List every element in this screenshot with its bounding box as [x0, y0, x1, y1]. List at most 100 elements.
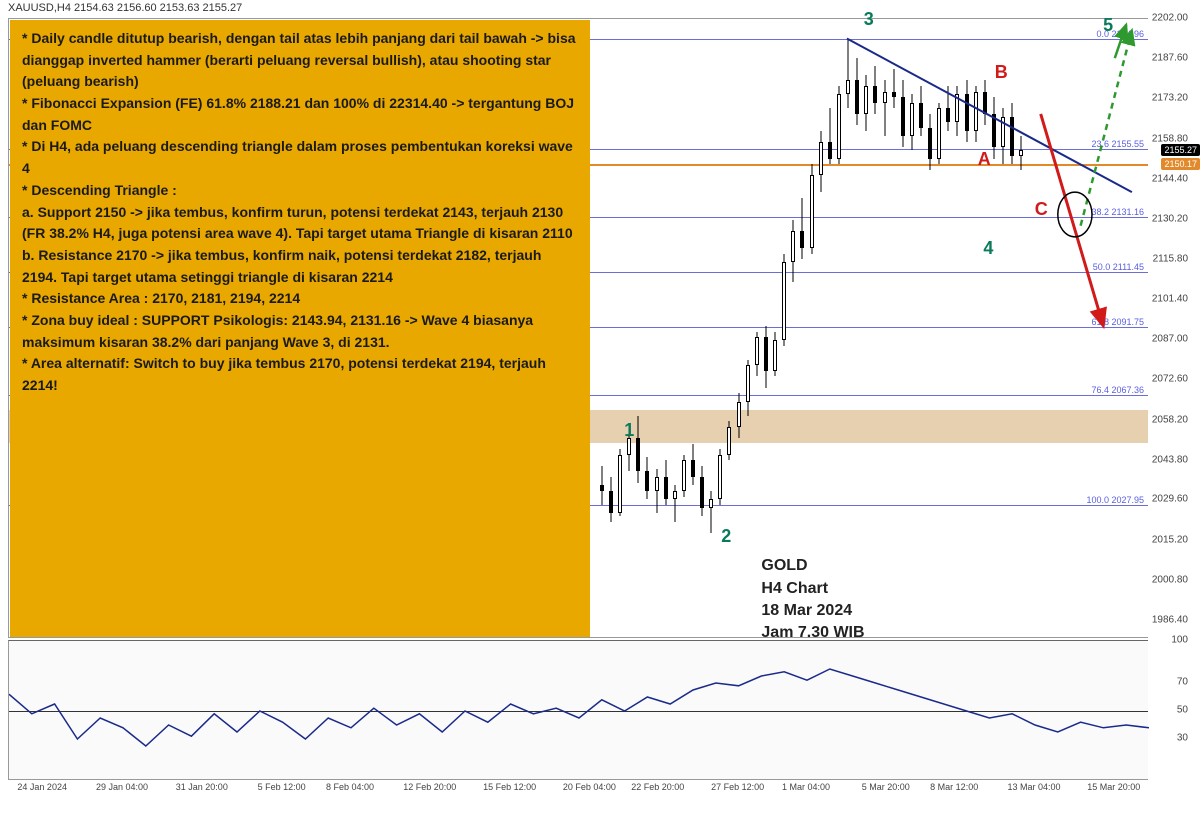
- candle: [664, 19, 668, 639]
- analysis-line: * Daily candle ditutup bearish, dengan t…: [22, 28, 578, 93]
- ind-y-tick: 70: [1177, 677, 1188, 688]
- candle: [782, 19, 786, 639]
- x-tick: 8 Feb 04:00: [326, 782, 374, 792]
- x-tick: 22 Feb 20:00: [631, 782, 684, 792]
- price-y-axis: 2202.002187.602173.202158.802144.402130.…: [1138, 18, 1190, 638]
- y-tick: 2202.00: [1152, 13, 1188, 24]
- wave-label-B: B: [995, 62, 1008, 83]
- candle: [645, 19, 649, 639]
- candle: [992, 19, 996, 639]
- candle: [737, 19, 741, 639]
- candle: [883, 19, 887, 639]
- info-line1: GOLD: [761, 555, 864, 577]
- candle: [773, 19, 777, 639]
- candle: [901, 19, 905, 639]
- y-tick: 2029.60: [1152, 494, 1188, 505]
- x-tick: 29 Jan 04:00: [96, 782, 148, 792]
- symbol-label: XAUUSD,H4: [8, 2, 71, 14]
- candle: [1019, 19, 1023, 639]
- y-tick: 2144.40: [1152, 173, 1188, 184]
- analysis-line: * Resistance Area : 2170, 2181, 2194, 22…: [22, 288, 578, 310]
- x-tick: 15 Mar 20:00: [1087, 782, 1140, 792]
- chart-header: XAUUSD,H4 2154.63 2156.60 2153.63 2155.2…: [8, 2, 242, 14]
- candle: [627, 19, 631, 639]
- candle: [755, 19, 759, 639]
- candle: [636, 19, 640, 639]
- x-tick: 1 Mar 04:00: [782, 782, 830, 792]
- fib-label-38.2: 38.2 2131.16: [1091, 207, 1144, 217]
- fib-label-76.4: 76.4 2067.36: [1091, 385, 1144, 395]
- ind-y-tick: 100: [1171, 635, 1188, 646]
- info-line2: H4 Chart: [761, 578, 864, 600]
- ind-y-tick: 30: [1177, 733, 1188, 744]
- wave-label-3: 3: [864, 9, 874, 30]
- candle: [873, 19, 877, 639]
- y-tick: 2000.80: [1152, 574, 1188, 585]
- candle: [846, 19, 850, 639]
- x-tick: 20 Feb 04:00: [563, 782, 616, 792]
- x-tick: 13 Mar 04:00: [1007, 782, 1060, 792]
- y-tick: 2173.20: [1152, 93, 1188, 104]
- analysis-line: * Fibonacci Expansion (FE) 61.8% 2188.21…: [22, 93, 578, 136]
- candle: [937, 19, 941, 639]
- ohlc-label: 2154.63 2156.60 2153.63 2155.27: [74, 2, 242, 14]
- candle: [855, 19, 859, 639]
- y-tick: 2101.40: [1152, 293, 1188, 304]
- candle: [609, 19, 613, 639]
- x-tick: 5 Feb 12:00: [258, 782, 306, 792]
- y-tick: 2115.80: [1153, 253, 1188, 264]
- x-tick: 15 Feb 12:00: [483, 782, 536, 792]
- y-tick: 2058.20: [1152, 414, 1188, 425]
- indicator-y-axis: 305070100: [1138, 640, 1190, 780]
- candle: [819, 19, 823, 639]
- candle: [864, 19, 868, 639]
- wave-label-2: 2: [721, 526, 731, 547]
- candle: [709, 19, 713, 639]
- x-tick: 27 Feb 12:00: [711, 782, 764, 792]
- candle: [600, 19, 604, 639]
- info-line3: 18 Mar 2024: [761, 600, 864, 622]
- candle: [974, 19, 978, 639]
- candle: [955, 19, 959, 639]
- candle: [892, 19, 896, 639]
- wave-label-4: 4: [983, 238, 993, 259]
- wave-label-A: A: [978, 149, 991, 170]
- candle: [1010, 19, 1014, 639]
- y-tick: 2072.60: [1152, 374, 1188, 385]
- wave-label-C: C: [1035, 199, 1048, 220]
- analysis-line: * Area alternatif: Switch to buy jika te…: [22, 353, 578, 396]
- analysis-line: * Zona buy ideal : SUPPORT Psikologis: 2…: [22, 310, 578, 353]
- candle: [618, 19, 622, 639]
- candle: [791, 19, 795, 639]
- candle: [764, 19, 768, 639]
- fib-label-61.8: 61.8 2091.75: [1091, 317, 1144, 327]
- y-tick: 2043.80: [1152, 454, 1188, 465]
- wave-label-1: 1: [624, 420, 634, 441]
- candle: [919, 19, 923, 639]
- fib-label-23.6: 23.6 2155.55: [1091, 139, 1144, 149]
- x-tick: 31 Jan 20:00: [176, 782, 228, 792]
- chart-info-box: GOLDH4 Chart18 Mar 2024Jam 7.30 WIB: [761, 555, 864, 645]
- candle: [673, 19, 677, 639]
- y-tick: 2087.00: [1152, 334, 1188, 345]
- fib-label-50.0: 50.0 2111.45: [1093, 262, 1144, 272]
- analysis-text-box: * Daily candle ditutup bearish, dengan t…: [10, 20, 590, 637]
- y-tick: 1986.40: [1152, 615, 1188, 626]
- x-tick: 8 Mar 12:00: [930, 782, 978, 792]
- candle: [682, 19, 686, 639]
- candle: [828, 19, 832, 639]
- candle: [983, 19, 987, 639]
- candle: [746, 19, 750, 639]
- candle: [810, 19, 814, 639]
- indicator-chart[interactable]: [8, 640, 1148, 780]
- analysis-line: a. Support 2150 -> jika tembus, konfirm …: [22, 202, 578, 245]
- candle: [928, 19, 932, 639]
- candle: [655, 19, 659, 639]
- x-tick: 12 Feb 20:00: [403, 782, 456, 792]
- candle: [800, 19, 804, 639]
- candle: [1001, 19, 1005, 639]
- candle: [910, 19, 914, 639]
- time-x-axis: 24 Jan 202429 Jan 04:0031 Jan 20:005 Feb…: [8, 782, 1148, 802]
- analysis-line: * Descending Triangle :: [22, 180, 578, 202]
- candle: [700, 19, 704, 639]
